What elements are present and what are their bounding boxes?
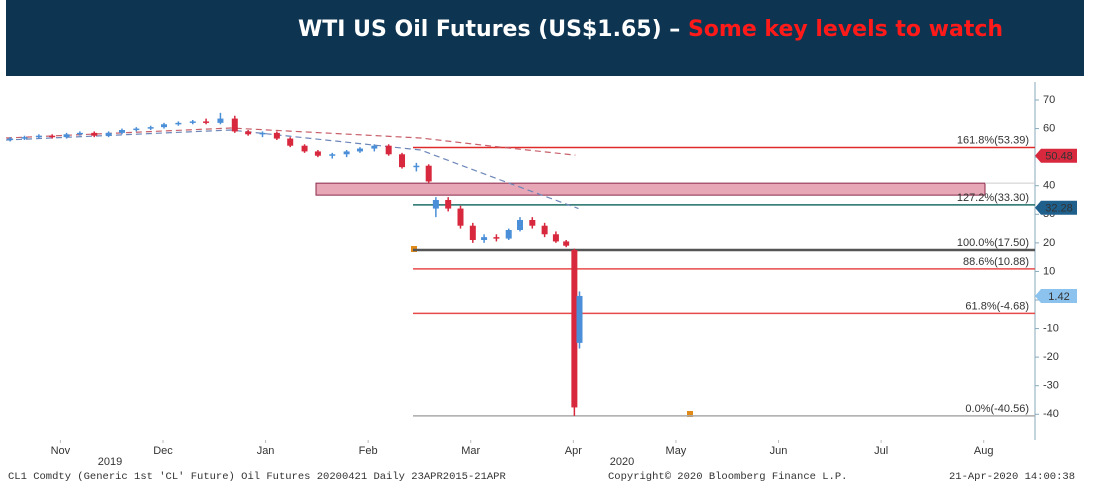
price-tag-label: 32.28 bbox=[1045, 203, 1073, 215]
zone bbox=[315, 182, 986, 196]
x-tick-label: Nov bbox=[51, 445, 71, 457]
candle-body bbox=[147, 127, 154, 129]
candle-body bbox=[287, 138, 294, 146]
candle-body bbox=[7, 138, 14, 141]
candle-body bbox=[571, 250, 578, 408]
year-label: 2020 bbox=[610, 456, 634, 468]
candle-body bbox=[432, 200, 439, 209]
candle-body bbox=[413, 165, 420, 168]
x-tick-label: Feb bbox=[359, 445, 378, 457]
candle-body bbox=[105, 132, 112, 136]
price-tag-label: 50.48 bbox=[1045, 151, 1073, 163]
candle-body bbox=[245, 131, 252, 135]
level-label: 88.6%(10.88) bbox=[963, 256, 1029, 268]
candle-body bbox=[231, 118, 238, 132]
candle-body bbox=[21, 137, 28, 139]
candle-body bbox=[76, 132, 83, 135]
candle-body bbox=[259, 132, 266, 135]
candle-body bbox=[576, 295, 583, 343]
moving-average bbox=[5, 127, 576, 156]
candle-body bbox=[445, 200, 452, 209]
chart-title: WTI US Oil Futures (US$1.65) – Some key … bbox=[298, 17, 1003, 42]
candle-body bbox=[541, 225, 548, 235]
candle-body bbox=[505, 230, 512, 239]
candle-body bbox=[63, 134, 70, 138]
candle-body bbox=[517, 220, 523, 230]
level-label: 127.2%(33.30) bbox=[957, 192, 1029, 204]
y-tick-label: 70 bbox=[1043, 94, 1055, 106]
level-label: 0.0%(-40.56) bbox=[965, 403, 1029, 415]
y-tick-label: -20 bbox=[1043, 351, 1059, 363]
x-tick-label: Jan bbox=[257, 445, 275, 457]
candle-body bbox=[529, 220, 536, 226]
y-tick-label: -30 bbox=[1043, 380, 1059, 392]
candle-body bbox=[175, 122, 182, 125]
candle-body bbox=[385, 145, 392, 155]
title-highlight: Some key levels to watch bbox=[688, 17, 1003, 42]
y-tick-label: 10 bbox=[1043, 265, 1055, 277]
candle-body bbox=[399, 154, 406, 168]
x-tick-label: Mar bbox=[461, 445, 480, 457]
candle-body bbox=[469, 225, 476, 240]
y-tick-label: -10 bbox=[1043, 322, 1059, 334]
header-band bbox=[6, 0, 1084, 76]
candle-body bbox=[273, 132, 280, 139]
candle-body bbox=[493, 237, 500, 239]
x-tick-label: Aug bbox=[974, 445, 994, 457]
level-label: 100.0%(17.50) bbox=[957, 237, 1029, 249]
footer-center: Copyright© 2020 Bloomberg Finance L.P. bbox=[608, 471, 847, 483]
level-label: 161.8%(53.39) bbox=[957, 134, 1029, 146]
candle-body bbox=[301, 145, 308, 152]
y-tick-label: -40 bbox=[1043, 408, 1059, 420]
candle-body bbox=[552, 234, 559, 242]
y-tick-label: 60 bbox=[1043, 122, 1055, 134]
moving-average bbox=[5, 129, 579, 210]
x-tick-label: Jul bbox=[874, 445, 888, 457]
candle-body bbox=[133, 128, 140, 131]
candle-body bbox=[481, 237, 488, 240]
price-tag bbox=[1035, 288, 1077, 303]
price-tag bbox=[1035, 200, 1077, 215]
candle-body bbox=[356, 148, 363, 152]
price-tag-label: 1.42 bbox=[1048, 291, 1069, 303]
footer-right: 21-Apr-2020 14:00:38 bbox=[949, 471, 1075, 483]
candle-body bbox=[563, 241, 570, 246]
x-tick-label: Dec bbox=[153, 445, 173, 457]
candle-body bbox=[425, 165, 432, 182]
x-tick-label: May bbox=[666, 445, 687, 457]
candle-body bbox=[49, 135, 56, 138]
candle-body bbox=[371, 145, 378, 149]
price-tag bbox=[1035, 148, 1077, 163]
candle-body bbox=[189, 121, 196, 123]
candle-body bbox=[343, 151, 350, 155]
candle-body bbox=[203, 121, 210, 123]
y-tick-label: 20 bbox=[1043, 237, 1055, 249]
marker bbox=[687, 411, 693, 417]
candle-body bbox=[118, 130, 125, 133]
title-main: WTI US Oil Futures (US$1.65) – bbox=[298, 17, 688, 42]
level-label: 61.8%(-4.68) bbox=[965, 300, 1029, 312]
candle-body bbox=[457, 208, 464, 226]
footer-left: CL1 Comdty (Generic 1st 'CL' Future) Oil… bbox=[8, 471, 506, 483]
x-tick-label: Jun bbox=[770, 445, 788, 457]
candle-body bbox=[161, 124, 168, 128]
candle-body bbox=[217, 118, 224, 123]
year-label: 2019 bbox=[98, 456, 122, 468]
candle-body bbox=[35, 135, 42, 138]
candle-body bbox=[314, 151, 321, 156]
y-tick-label: 40 bbox=[1043, 180, 1055, 192]
candle-body bbox=[329, 154, 336, 156]
candle-body bbox=[91, 132, 98, 136]
x-tick-label: Apr bbox=[565, 445, 582, 457]
